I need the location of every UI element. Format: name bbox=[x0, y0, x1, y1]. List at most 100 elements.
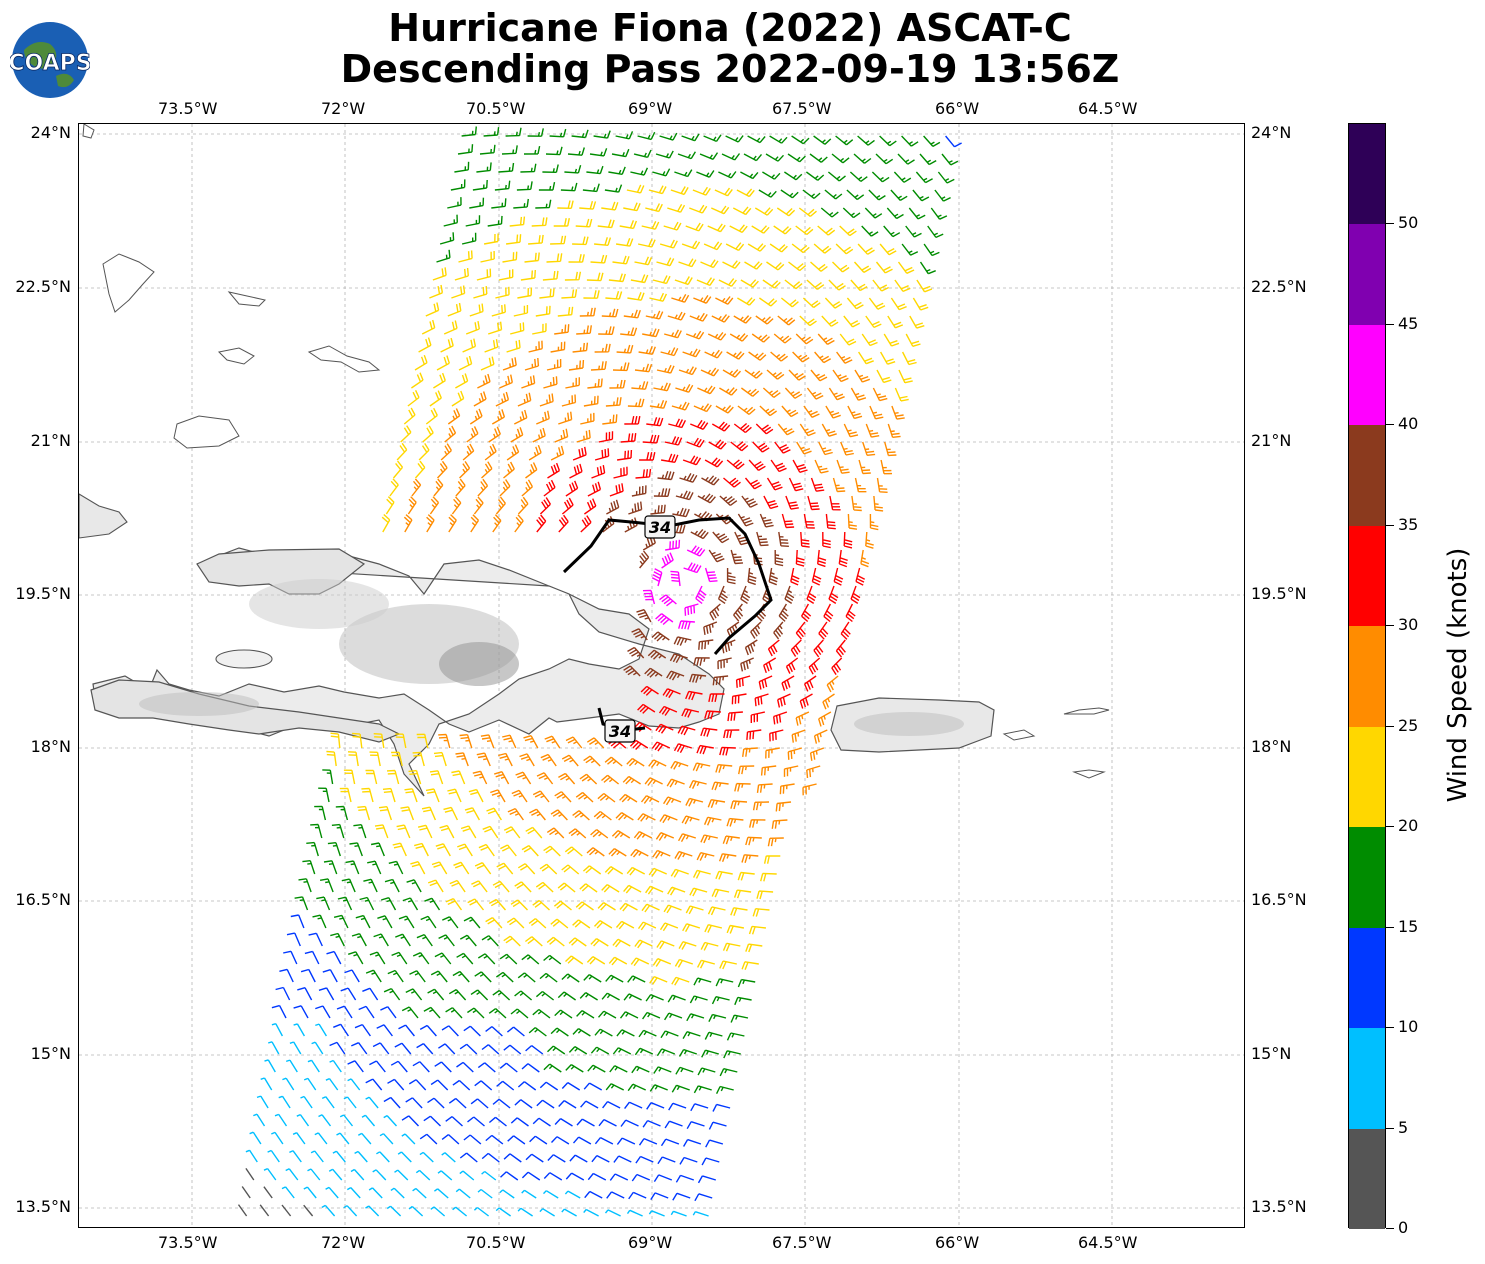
lat-tick-left-6: 16.5°N bbox=[15, 890, 71, 909]
wind-barb bbox=[539, 972, 558, 983]
wind-barb bbox=[304, 950, 320, 965]
wind-barb bbox=[795, 711, 810, 726]
wind-barb bbox=[868, 189, 886, 201]
wind-barb bbox=[571, 129, 589, 139]
wind-barb bbox=[441, 1025, 459, 1037]
coaps-logo: COAPS bbox=[10, 22, 90, 98]
wind-barb bbox=[633, 149, 652, 158]
wind-barb bbox=[898, 369, 913, 384]
wind-barb bbox=[693, 657, 710, 666]
wind-barb bbox=[597, 902, 616, 911]
wind-barb bbox=[639, 452, 656, 461]
wind-barb bbox=[627, 291, 645, 301]
wind-barb bbox=[665, 539, 681, 551]
wind-barb bbox=[401, 1115, 420, 1127]
wind-barb bbox=[809, 747, 825, 761]
map-panel[interactable]: 34 34 bbox=[78, 123, 1245, 1228]
wind-barb bbox=[631, 628, 648, 641]
wind-barb bbox=[365, 769, 378, 785]
wind-barb bbox=[572, 810, 590, 821]
wind-barb bbox=[289, 1150, 302, 1163]
lon-tick-top-7: 64.5°W bbox=[1078, 99, 1138, 118]
wind-barb bbox=[784, 279, 803, 290]
wind-barb bbox=[582, 183, 600, 193]
wind-barb bbox=[662, 688, 681, 699]
wind-barb bbox=[726, 568, 736, 585]
wind-barb bbox=[740, 171, 759, 180]
lat-tick-left-1: 24°N bbox=[30, 123, 71, 142]
wind-barb bbox=[636, 609, 652, 623]
wind-barb bbox=[564, 165, 582, 174]
wind-barb bbox=[333, 1023, 349, 1037]
wind-barb bbox=[609, 1173, 629, 1181]
colorbar-segment bbox=[1349, 726, 1385, 828]
wind-barb bbox=[237, 1204, 248, 1217]
wind-barb bbox=[690, 419, 709, 430]
wind-barb bbox=[871, 171, 890, 183]
wind-barb bbox=[337, 896, 353, 911]
wind-barb bbox=[472, 770, 488, 785]
wind-barb bbox=[525, 462, 538, 479]
wind-barb bbox=[773, 225, 792, 235]
wind-barb bbox=[765, 153, 785, 162]
wind-barb bbox=[448, 988, 467, 1001]
wind-barb bbox=[659, 239, 678, 249]
wind-barb bbox=[447, 197, 462, 209]
wind-barb bbox=[339, 1114, 354, 1127]
wind-barb bbox=[455, 752, 469, 767]
wind-barb bbox=[420, 915, 437, 929]
wind-barb bbox=[564, 1190, 581, 1199]
wind-barb bbox=[894, 279, 911, 293]
wind-barb bbox=[719, 387, 738, 396]
wind-barb bbox=[349, 842, 363, 857]
wind-barb bbox=[267, 1041, 280, 1055]
wind-barb bbox=[670, 868, 689, 878]
wind-barb bbox=[322, 969, 338, 983]
wind-barb bbox=[543, 479, 556, 497]
wind-barb bbox=[773, 333, 792, 344]
wind-barb bbox=[524, 936, 543, 947]
wind-barb bbox=[386, 769, 400, 785]
wind-barb bbox=[891, 405, 905, 420]
wind-barb bbox=[734, 782, 751, 792]
wind-barb bbox=[292, 1132, 306, 1145]
wind-barb bbox=[514, 1099, 533, 1109]
wind-barb bbox=[476, 752, 491, 767]
wind-barb bbox=[832, 369, 849, 383]
wind-barb bbox=[485, 1134, 504, 1145]
wind-barb bbox=[660, 1138, 680, 1147]
wind-barb bbox=[579, 883, 598, 893]
wind-barb bbox=[770, 459, 787, 473]
wind-barb bbox=[568, 359, 585, 371]
wind-barb bbox=[492, 1098, 511, 1109]
wind-barb bbox=[458, 355, 473, 371]
wind-barb bbox=[423, 1115, 441, 1127]
wind-barb bbox=[862, 441, 876, 456]
wind-barb bbox=[594, 1028, 613, 1037]
wind-barb bbox=[843, 423, 859, 438]
wind-barb bbox=[707, 799, 726, 808]
wind-barb bbox=[576, 325, 592, 335]
wind-barb bbox=[807, 495, 820, 511]
wind-barb bbox=[536, 1099, 555, 1109]
wind-barb bbox=[633, 830, 653, 840]
wind-barb bbox=[448, 514, 457, 533]
wind-barb bbox=[641, 903, 660, 913]
wind-barb bbox=[737, 405, 756, 415]
wind-barb bbox=[523, 735, 539, 749]
wind-barb bbox=[675, 1174, 695, 1183]
wind-barb bbox=[693, 1085, 712, 1094]
wind-barb bbox=[443, 214, 458, 227]
wind-barb bbox=[715, 296, 734, 305]
wind-barb bbox=[264, 1059, 276, 1073]
lat-tick-right-1: 24°N bbox=[1251, 123, 1292, 142]
wind-barb bbox=[539, 288, 555, 299]
wind-barb bbox=[312, 914, 327, 929]
wind-barb bbox=[502, 357, 517, 371]
wind-barb bbox=[331, 823, 345, 839]
wind-barb bbox=[630, 274, 649, 284]
wind-barb bbox=[937, 171, 955, 184]
wind-barb bbox=[325, 1077, 339, 1091]
wind-barb bbox=[516, 181, 533, 191]
wind-barb bbox=[652, 168, 671, 177]
